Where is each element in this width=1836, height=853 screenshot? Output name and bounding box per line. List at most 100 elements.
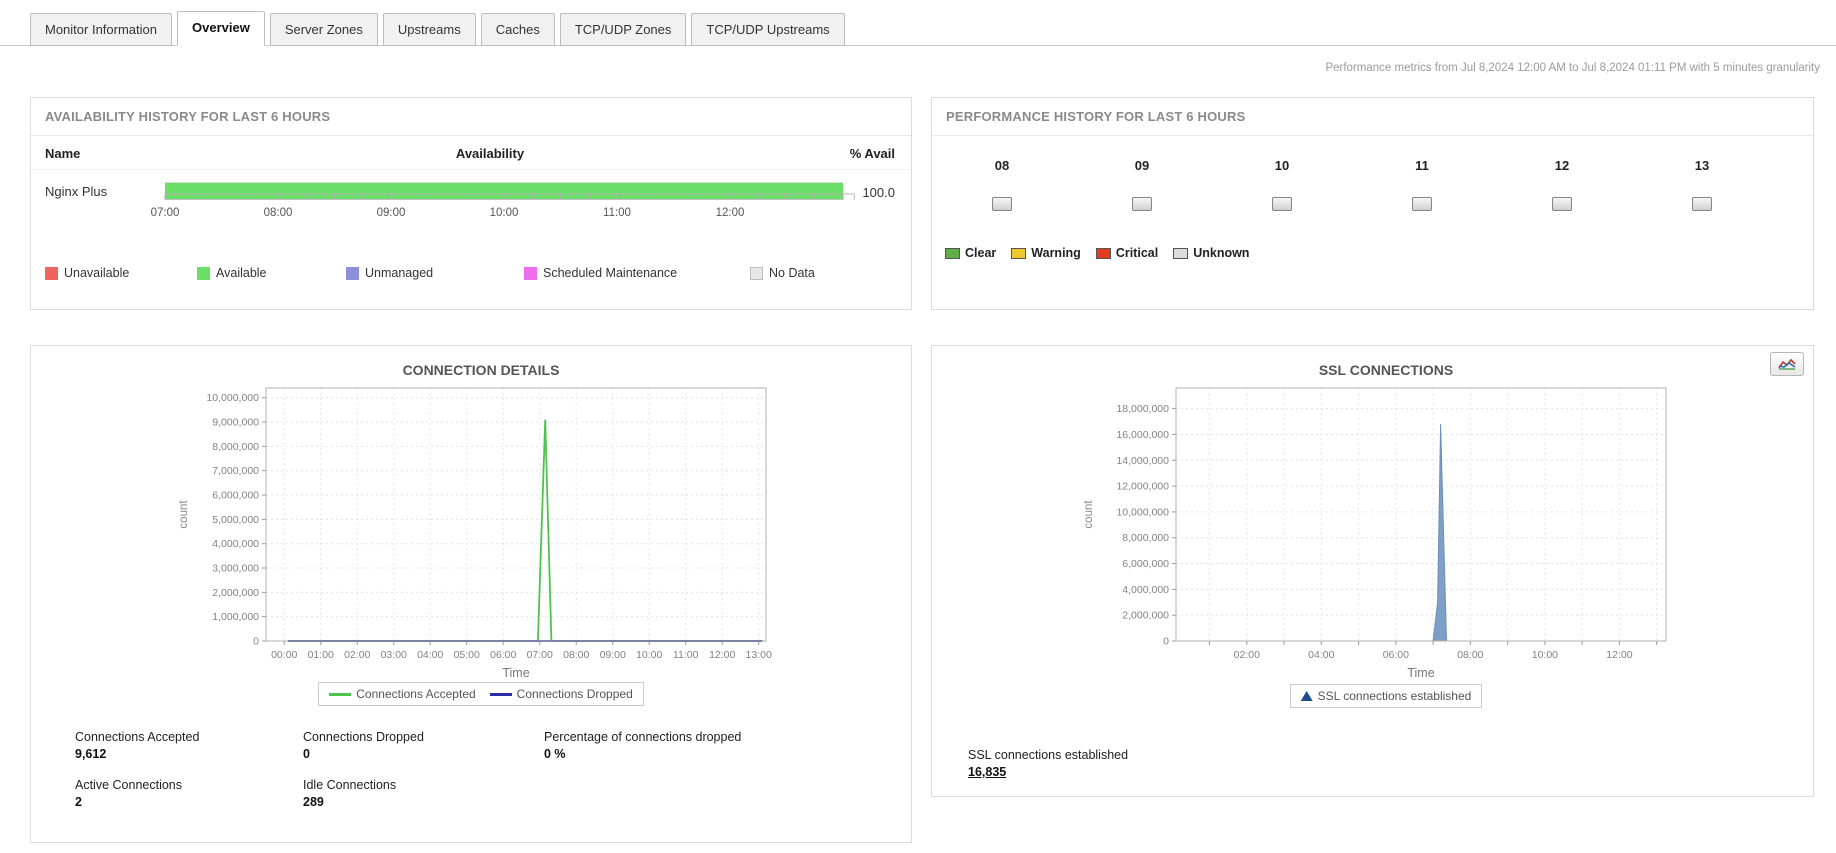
axis-tick-label: 12:00: [716, 207, 745, 219]
stat-value: 0: [303, 747, 310, 761]
legend-item-connections-dropped: Connections Dropped: [489, 687, 633, 701]
tab-tcp-udp-zones[interactable]: TCP/UDP Zones: [559, 13, 687, 46]
x-tick-label: 04:00: [417, 649, 443, 661]
legend-label: Connections Dropped: [516, 687, 633, 701]
hour-label: 10: [1274, 158, 1290, 173]
x-tick-label: 12:00: [1606, 649, 1632, 661]
status-box-unknown[interactable]: [1132, 197, 1152, 211]
x-tick-label: 09:00: [600, 649, 626, 661]
x-axis-title: Time: [1407, 666, 1434, 678]
stat-label: Percentage of connections dropped: [544, 730, 742, 744]
monitor-name: Nginx Plus: [45, 184, 108, 199]
ssl-chart-legend: SSL connections established: [1289, 684, 1483, 708]
y-axis-title: count: [178, 500, 190, 529]
ssl-connections-panel: SSL CONNECTIONS 0 2,000,000 4,000,000 6,000…: [931, 345, 1814, 797]
x-tick-label: 12:00: [709, 649, 735, 661]
tab-caches[interactable]: Caches: [480, 13, 555, 46]
x-tick-label: 04:00: [1308, 649, 1334, 661]
x-tick-label: 11:00: [673, 649, 699, 661]
y-tick-label: 2,000,000: [1122, 610, 1169, 622]
stat-percentage-dropped: Percentage of connections dropped 0 %: [544, 730, 911, 761]
x-tick-label: 06:00: [1383, 649, 1409, 661]
accepted-line-swatch-icon: [329, 692, 352, 696]
column-name: Name: [45, 146, 81, 161]
tab-upstreams[interactable]: Upstreams: [382, 13, 476, 46]
tab-monitor-information[interactable]: Monitor Information: [30, 13, 172, 46]
x-tick-label: 00:00: [271, 649, 297, 661]
stat-value: 2: [75, 795, 82, 809]
y-tick-label: 7,000,000: [212, 465, 259, 477]
connection-details-chart: 0 1,000,000 2,000,000 3,000,000 4,000,000 5,0…: [178, 387, 772, 678]
stat-label: Active Connections: [75, 778, 183, 792]
plot-border: [1175, 387, 1667, 642]
ssl-chart-title: SSL CONNECTIONS: [1318, 362, 1454, 378]
x-tick-label: 08:00: [563, 649, 589, 661]
legend-item-unmanaged: Unmanaged: [346, 266, 524, 280]
legend-item-scheduled-maintenance: Scheduled Maintenance: [524, 266, 750, 280]
status-box-unknown[interactable]: [1272, 197, 1292, 211]
status-box-unknown[interactable]: [1692, 197, 1712, 211]
tab-server-zones[interactable]: Server Zones: [269, 13, 378, 46]
legend-item-warning: Warning: [1011, 246, 1081, 260]
y-tick-label: 18,000,000: [1116, 403, 1169, 415]
series-line: [287, 419, 763, 642]
chart-options-button[interactable]: [1770, 352, 1804, 376]
metrics-granularity-note: Performance metrics from Jul 8,2024 12:0…: [1325, 62, 1820, 74]
axis-tick-label: 11:00: [603, 207, 631, 219]
legend-item-unknown: Unknown: [1173, 246, 1249, 260]
legend-item-unavailable: Unavailable: [45, 266, 197, 280]
availability-table-header: Name Availability % Avail: [31, 136, 911, 170]
legend-item-connections-accepted: Connections Accepted: [329, 687, 476, 701]
x-tick-label: 10:00: [1532, 649, 1558, 661]
status-box-unknown[interactable]: [992, 197, 1012, 211]
connection-stats: Connections Accepted 9,612 Connections D…: [75, 730, 911, 809]
y-tick-label: 16,000,000: [1116, 429, 1169, 441]
legend-item-ssl-connections: SSL connections established: [1300, 689, 1472, 703]
performance-history-panel: PERFORMANCE HISTORY FOR LAST 6 HOURS 08 …: [931, 97, 1814, 310]
stat-value[interactable]: 16,835: [968, 765, 1007, 779]
status-box-unknown[interactable]: [1552, 197, 1572, 211]
legend-label: Unavailable: [64, 266, 130, 280]
y-tick-label: 9,000,000: [212, 417, 259, 429]
stat-idle-connections: Idle Connections 289: [303, 778, 544, 809]
y-tick-label: 0: [253, 636, 259, 648]
hour-label: 09: [1134, 158, 1150, 173]
tab-overview[interactable]: Overview: [177, 11, 265, 46]
y-tick-label: 8,000,000: [1122, 532, 1169, 544]
dropped-line-swatch-icon: [489, 692, 512, 696]
percent-avail-value: 100.0: [862, 185, 895, 200]
stat-label: Idle Connections: [303, 778, 397, 792]
warning-swatch-icon: [1011, 247, 1027, 259]
y-tick-label: 6,000,000: [212, 490, 259, 502]
connection-chart-legend: Connections Accepted Connections Dropped: [318, 682, 644, 706]
availability-time-axis: 07:00 08:00 09:00 10:00 11:00 12:00: [151, 193, 855, 219]
scheduled-maintenance-swatch-icon: [524, 266, 537, 280]
stat-label: Connections Dropped: [303, 730, 424, 744]
no-data-swatch-icon: [750, 266, 763, 280]
line-chart-icon: [1778, 358, 1796, 370]
tab-tcp-udp-upstreams[interactable]: TCP/UDP Upstreams: [691, 13, 845, 46]
legend-item-no-data: No Data: [750, 266, 815, 280]
x-axis-title: Time: [502, 666, 529, 678]
legend-label: Critical: [1115, 246, 1159, 260]
y-tick-label: 0: [1163, 636, 1169, 648]
stat-value: 9,612: [75, 747, 107, 761]
performance-panel-title: PERFORMANCE HISTORY FOR LAST 6 HOURS: [932, 98, 1813, 136]
stat-active-connections: Active Connections 2: [75, 778, 303, 809]
ssl-area-swatch-icon: [1300, 691, 1313, 701]
x-tick-label: 06:00: [490, 649, 516, 661]
y-tick-label: 12,000,000: [1116, 481, 1169, 493]
y-tick-label: 10,000,000: [206, 392, 259, 404]
legend-item-critical: Critical: [1095, 246, 1159, 260]
stat-connections-accepted: Connections Accepted 9,612: [75, 730, 303, 761]
legend-label: Connections Accepted: [356, 687, 476, 701]
availability-panel-title: AVAILABILITY HISTORY FOR LAST 6 HOURS: [31, 98, 911, 136]
legend-label: SSL connections established: [1317, 689, 1472, 703]
stat-connections-dropped: Connections Dropped 0: [303, 730, 544, 761]
status-box-unknown[interactable]: [1412, 197, 1432, 211]
y-tick-label: 10,000,000: [1116, 506, 1169, 518]
hour-label: 12: [1554, 158, 1570, 173]
stat-label: Connections Accepted: [75, 730, 200, 744]
legend-label: Unknown: [1193, 246, 1250, 260]
y-tick-label: 6,000,000: [1122, 558, 1169, 570]
